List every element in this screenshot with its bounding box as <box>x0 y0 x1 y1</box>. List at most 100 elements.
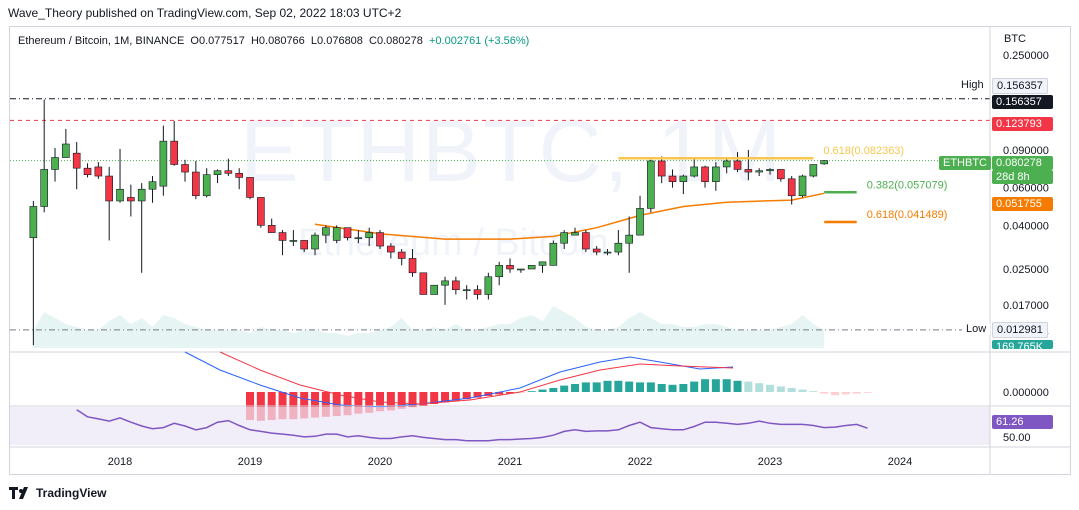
candle-body <box>441 280 449 286</box>
candle <box>809 164 818 178</box>
candle <box>452 276 460 295</box>
macd-bar <box>766 384 775 392</box>
candle <box>506 258 514 273</box>
candle <box>62 128 70 158</box>
last-price-tag: 0.080278 <box>992 156 1053 170</box>
macd-bar <box>538 389 547 392</box>
macd-bar <box>430 392 439 404</box>
candle <box>495 261 503 286</box>
macd-bar <box>408 392 417 408</box>
candle-body <box>419 272 428 295</box>
candle-body <box>213 170 222 175</box>
candle <box>668 169 677 188</box>
candle-body <box>538 261 547 266</box>
time-tick-label: 2018 <box>108 456 132 468</box>
candle <box>29 200 38 346</box>
candle-body <box>343 227 352 239</box>
candle-body <box>506 265 514 270</box>
macd-bar <box>755 383 764 392</box>
candle-body <box>679 175 688 182</box>
candle-body <box>787 178 796 197</box>
price-tick-label: 0.060000 <box>1003 183 1049 195</box>
symbol-legend: Ethereum / Bitcoin, 1M, BINANCE O0.07751… <box>18 35 529 47</box>
candle-body <box>387 245 395 253</box>
candle <box>387 243 395 259</box>
candle <box>560 230 568 250</box>
candle-body <box>170 140 178 165</box>
horizontal-levels <box>10 98 990 331</box>
rsi-mid-label: 50.00 <box>1003 432 1031 444</box>
price-tick-label: 0.040000 <box>1003 220 1049 232</box>
resistance-price-tag: 0.123793 <box>992 117 1053 131</box>
candle <box>690 158 698 178</box>
candle <box>213 169 222 184</box>
macd-bar <box>321 392 330 417</box>
candle-body <box>722 160 731 168</box>
candle <box>549 240 558 266</box>
candle-body <box>192 171 200 197</box>
candle <box>527 265 536 270</box>
candle <box>127 184 135 217</box>
chart-frame[interactable] <box>9 26 1071 475</box>
candle-body <box>148 181 157 190</box>
candle <box>603 249 612 256</box>
legend-open: O0.077517 <box>190 35 245 47</box>
candles <box>29 99 828 346</box>
candle <box>289 230 298 247</box>
macd-bar <box>625 381 634 392</box>
ema-line-path <box>314 192 825 240</box>
candle-body <box>549 242 558 266</box>
time-tick-label: 2023 <box>758 456 782 468</box>
candle <box>246 177 254 200</box>
macd-bar <box>311 392 320 418</box>
macd-bar <box>809 391 818 392</box>
macd-bar <box>603 380 612 392</box>
candle-body <box>354 237 363 240</box>
macd-bar <box>798 389 807 392</box>
tradingview-icon <box>9 487 28 499</box>
candle-body <box>137 188 146 202</box>
low-label: Low <box>962 322 991 336</box>
candle-body <box>365 232 373 239</box>
candle-body <box>690 166 698 177</box>
candle <box>300 240 308 253</box>
macd-bar <box>744 381 753 392</box>
candle-body <box>473 289 482 295</box>
macd-bar <box>495 392 504 395</box>
candle-body <box>809 164 818 177</box>
candle <box>636 195 644 236</box>
candle <box>647 159 655 213</box>
tradingview-logo[interactable]: TradingView <box>9 486 106 500</box>
candle-body <box>582 232 590 250</box>
macd-line <box>184 351 734 408</box>
rsi-line <box>76 409 868 442</box>
candle-body <box>289 240 298 242</box>
candle <box>202 168 211 198</box>
candle <box>137 183 146 273</box>
macd-bar <box>852 392 861 394</box>
candle-body <box>614 242 623 253</box>
fib-0618-lower-label: 0.618(0.041489) <box>867 209 948 221</box>
candle <box>116 148 124 203</box>
candle <box>712 162 720 191</box>
candle <box>755 168 763 177</box>
fib-levels: 0.618(0.082363) 0.382(0.057079) 0.618(0.04… <box>618 145 948 224</box>
candle-body <box>116 188 124 202</box>
candle <box>322 225 330 244</box>
macd-bar <box>527 391 536 392</box>
macd-bar <box>354 392 363 414</box>
price-tick-label: 0.025000 <box>1003 264 1049 276</box>
candle-body <box>452 280 460 291</box>
candle-body <box>62 143 70 158</box>
volume-area <box>33 306 825 348</box>
candle-body <box>701 166 709 182</box>
symbol-price-tag: ETHBTC <box>939 156 991 170</box>
low-value-tag: 0.012981 <box>992 322 1048 338</box>
rsi-pane: 50.00 <box>10 405 1070 445</box>
candle-body <box>332 227 341 241</box>
macd-zero-label: 0.000000 <box>1003 387 1049 399</box>
legend-symbol[interactable]: Ethereum / Bitcoin, 1M, BINANCE <box>18 35 185 47</box>
candle-body <box>376 232 384 247</box>
candle-body <box>744 169 753 173</box>
